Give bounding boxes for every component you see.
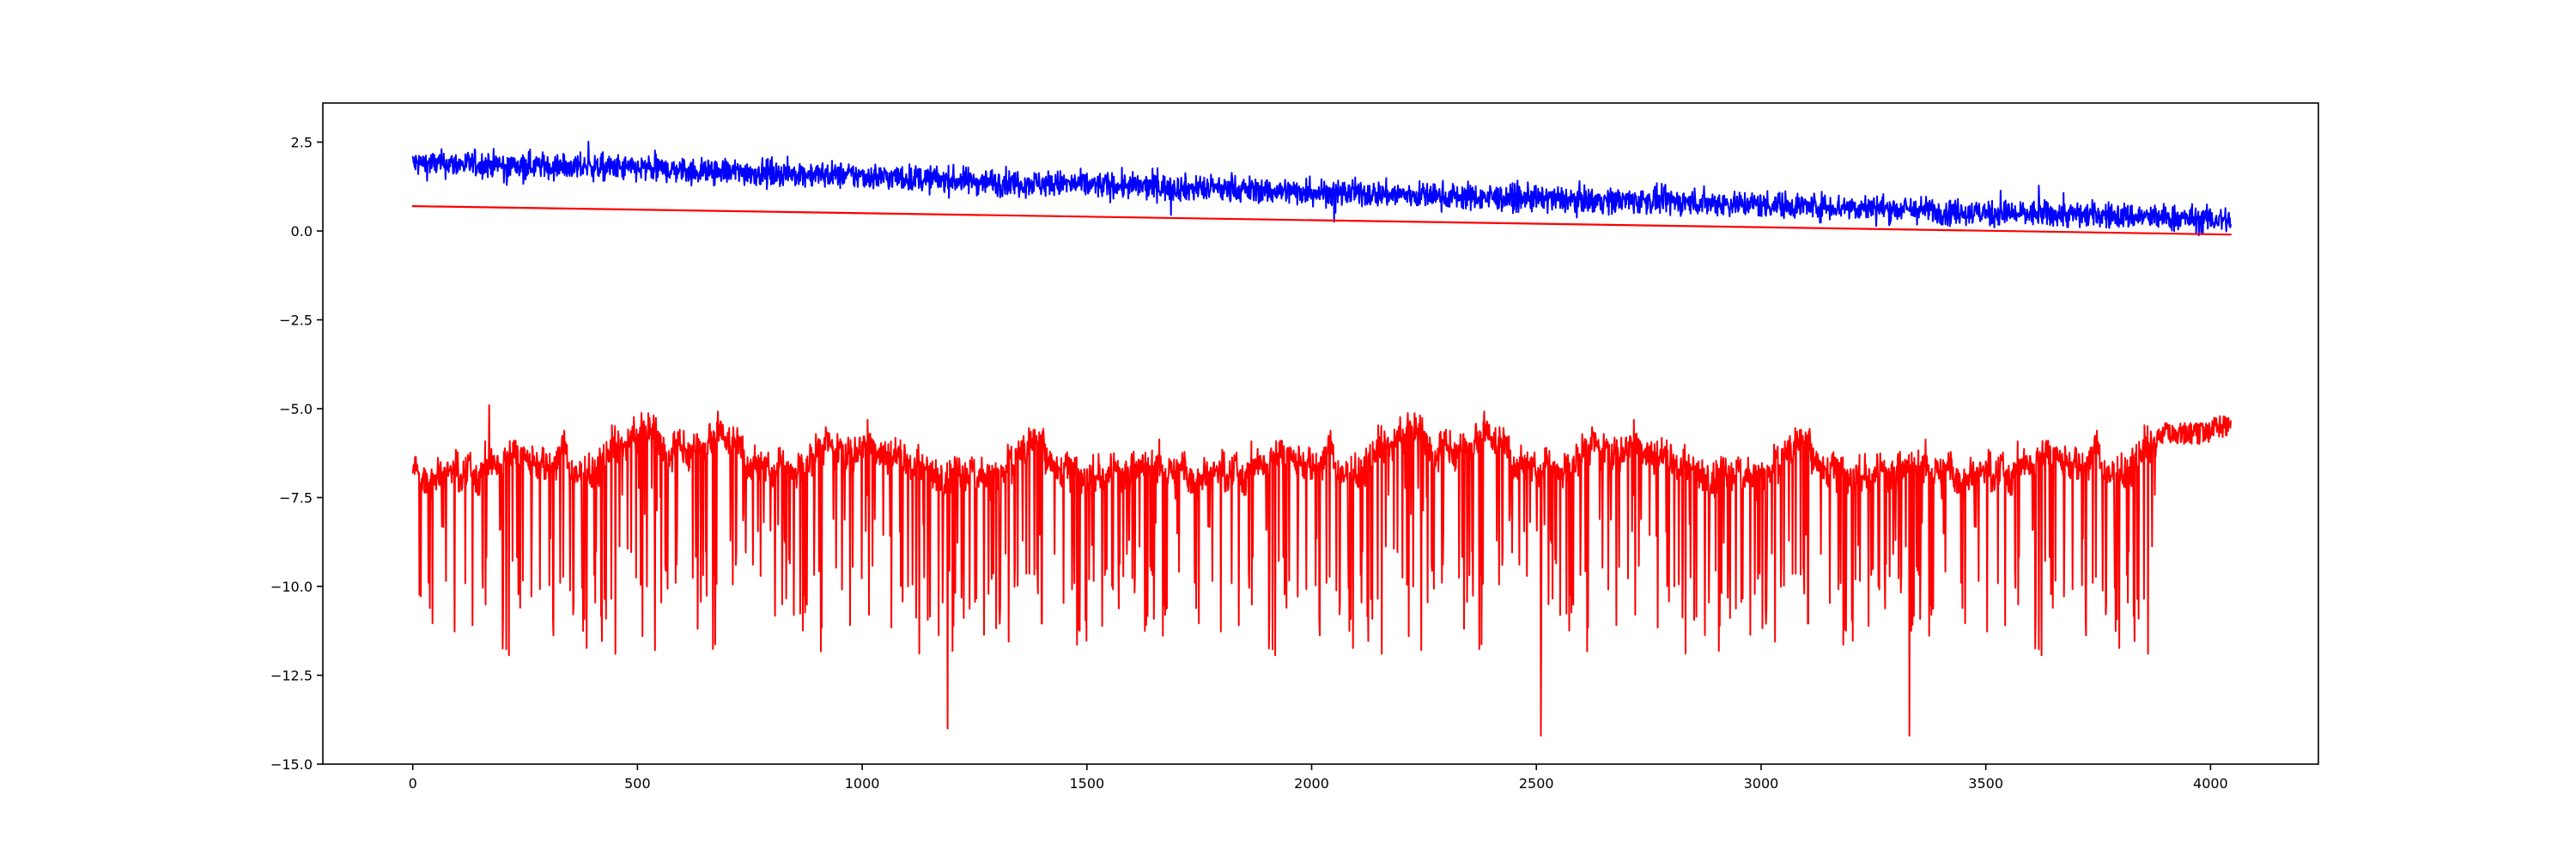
series-layer	[411, 141, 2232, 737]
x-tick-label: 1500	[1069, 775, 1104, 792]
y-axis: 2.5 0.0 −2.5 −5.0 −7.5 −10.0 −12.5 −15.0	[270, 135, 323, 773]
x-tick-label: 500	[624, 775, 651, 792]
y-tick-label: −7.5	[279, 490, 313, 507]
axes-frame	[322, 102, 2319, 765]
series-line-1	[411, 141, 2232, 237]
x-tick-label: 2000	[1294, 775, 1329, 792]
x-tick-label: 1000	[845, 775, 880, 792]
y-tick-label: −10.0	[270, 579, 313, 595]
y-tick-label: 0.0	[291, 223, 313, 240]
y-tick-label: −15.0	[270, 756, 313, 773]
x-axis: 0 500 1000 1500 2000 2500 3000 3500 4000	[409, 764, 2228, 792]
series-line-2	[411, 205, 2232, 236]
y-tick-label: −5.0	[279, 401, 313, 417]
series-line-3	[411, 404, 2232, 737]
x-tick-label: 4000	[2193, 775, 2228, 792]
x-tick-label: 0	[409, 775, 417, 792]
y-tick-label: 2.5	[291, 135, 313, 151]
x-tick-label: 3500	[1968, 775, 2003, 792]
y-tick-label: −12.5	[270, 668, 313, 684]
x-tick-label: 2500	[1519, 775, 1554, 792]
y-tick-label: −2.5	[279, 313, 313, 329]
x-tick-label: 3000	[1744, 775, 1779, 792]
